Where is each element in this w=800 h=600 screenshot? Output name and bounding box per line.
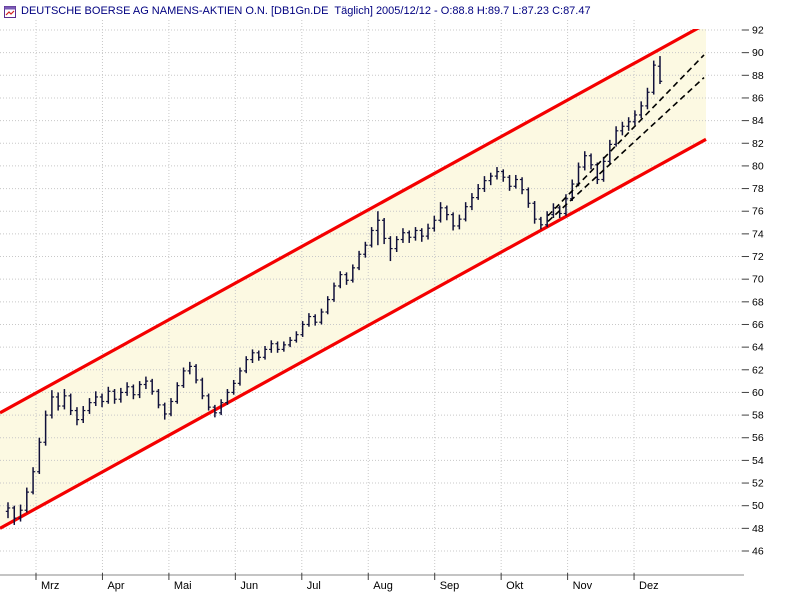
y-axis-label: 72 — [752, 251, 764, 263]
y-axis-label: 66 — [752, 319, 764, 331]
y-axis-label: 50 — [752, 500, 764, 512]
y-axis-label: 48 — [752, 523, 764, 535]
v-gridlines — [35, 20, 635, 575]
y-axis-label: 56 — [752, 432, 764, 444]
x-axis-label: Dez — [639, 580, 659, 592]
y-axis-label: 82 — [752, 138, 764, 150]
y-axis-label: 84 — [752, 115, 764, 127]
y-axis-label: 62 — [752, 364, 764, 376]
channel-lower-line — [0, 137, 707, 530]
chart-title: DEUTSCHE BOERSE AG NAMENS-AKTIEN O.N. [D… — [21, 5, 591, 17]
x-axis-label: Mai — [174, 580, 192, 592]
x-axis-label: Nov — [573, 580, 593, 592]
x-axis-label: Apr — [107, 580, 124, 592]
dashed-trendlines — [547, 54, 705, 222]
h-gridlines — [0, 29, 744, 552]
x-axis-label: Aug — [373, 580, 393, 592]
y-axis-label: 74 — [752, 228, 764, 240]
dashed-trendline — [547, 76, 705, 222]
x-axis-label: Okt — [506, 580, 523, 592]
y-axis-label: 52 — [752, 478, 764, 490]
y-axis-label: 80 — [752, 160, 764, 172]
y-axis-label: 78 — [752, 183, 764, 195]
y-axis — [742, 29, 749, 552]
x-axis-labels: Mrz Apr Mai Jun Jul Aug Sep Okt Nov Dez — [41, 580, 659, 592]
x-axis-label: Jul — [307, 580, 321, 592]
dashed-trendline — [547, 54, 705, 217]
chart-window-icon[interactable] — [4, 5, 16, 18]
trend-channel — [0, 29, 707, 530]
y-axis-label: 70 — [752, 274, 764, 286]
y-axis-label: 54 — [752, 455, 764, 467]
y-axis-label: 68 — [752, 296, 764, 308]
channel-upper-line — [0, 29, 700, 415]
x-axis — [0, 573, 744, 580]
y-axis-label: 88 — [752, 70, 764, 82]
ohlc-bars — [5, 56, 663, 525]
y-axis-label: 76 — [752, 206, 764, 218]
x-axis-label: Mrz — [41, 580, 59, 592]
y-axis-label: 86 — [752, 92, 764, 104]
chart-header: DEUTSCHE BOERSE AG NAMENS-AKTIEN O.N. [D… — [4, 4, 591, 18]
y-axis-label: 60 — [752, 387, 764, 399]
y-axis-labels: 92 90 88 86 84 82 80 78 76 74 72 70 68 66 64 62 60 58 56 54… — [752, 25, 764, 558]
y-axis-label: 58 — [752, 410, 764, 422]
x-axis-label: Jun — [240, 580, 258, 592]
y-axis-label: 90 — [752, 47, 764, 59]
x-axis-label: Sep — [440, 580, 460, 592]
y-axis-label: 64 — [752, 342, 764, 354]
y-axis-label: 46 — [752, 546, 764, 558]
y-axis-label: 92 — [752, 25, 764, 37]
